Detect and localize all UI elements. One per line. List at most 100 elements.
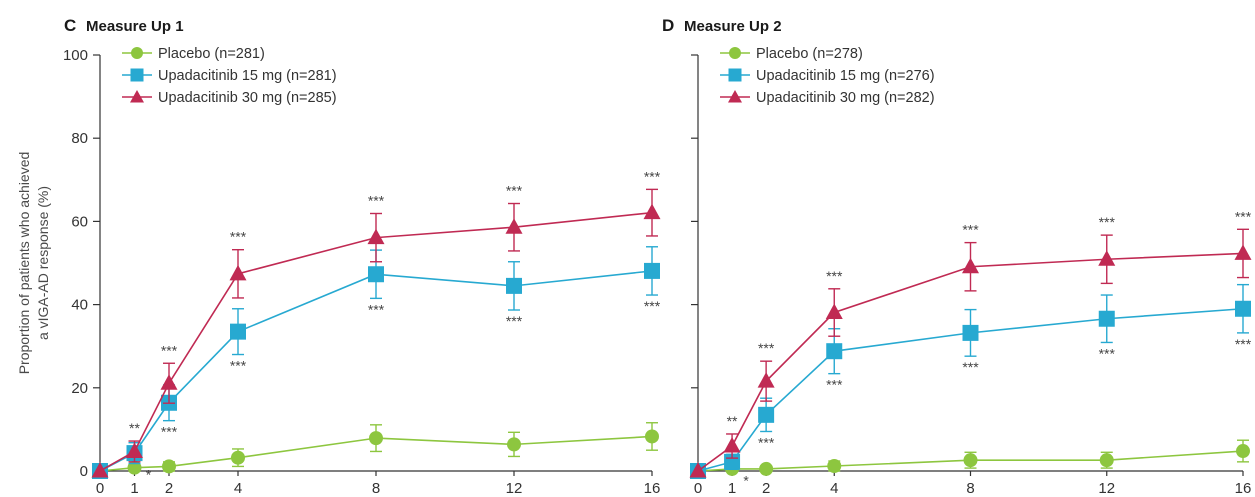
data-point (689, 462, 707, 478)
data-point (1098, 250, 1116, 266)
significance-label: *** (962, 222, 979, 238)
series-placebo (93, 422, 659, 478)
y-tick-label: 20 (71, 380, 88, 397)
significance-label: *** (826, 377, 843, 393)
data-point (1098, 310, 1115, 327)
data-point (827, 459, 842, 474)
data-point (229, 264, 247, 281)
data-point (962, 257, 979, 274)
data-point (825, 303, 843, 320)
legend-marker (728, 90, 742, 103)
legend-label: Placebo (n=281) (158, 46, 265, 62)
data-point (962, 324, 979, 341)
x-tick-label: 16 (1235, 480, 1252, 497)
significance-label: *** (1235, 336, 1252, 352)
x-tick-label: 2 (165, 480, 173, 497)
data-point (126, 442, 143, 458)
significance-label: *** (1099, 214, 1116, 230)
legend-marker (729, 47, 741, 59)
significance-label: *** (368, 192, 385, 208)
significance-label: *** (758, 340, 775, 356)
panel-d: D Measure Up 20 1 2 4 8 12 16******************… (662, 16, 1252, 497)
y-axis-label: Proportion of patients who achieved a vIG… (16, 152, 51, 375)
panel-title: Measure Up 1 (86, 18, 184, 35)
significance-label: *** (1235, 208, 1252, 224)
data-point (826, 343, 843, 360)
data-point (645, 429, 659, 444)
data-point (757, 372, 775, 388)
y-tick-label: 40 (71, 297, 88, 314)
data-point (162, 459, 176, 474)
panel-title: Measure Up 2 (684, 18, 782, 35)
x-tick-label: 0 (96, 480, 104, 497)
x-tick-label: 12 (506, 480, 523, 497)
x-tick-label: 4 (830, 480, 838, 497)
panel-letter: D (662, 16, 674, 35)
legend-marker (728, 68, 742, 82)
panel-letter: C (64, 16, 76, 35)
significance-label: *** (644, 168, 661, 184)
significance-label: *** (230, 229, 247, 245)
legend-label: Placebo (n=278) (756, 46, 863, 62)
x-tick-label: 1 (728, 480, 736, 497)
legend-item: Upadacitinib 15 mg (n=276) (720, 68, 935, 84)
y-tick-label: 0 (80, 463, 88, 480)
legend-marker (131, 47, 143, 59)
legend-item: Upadacitinib 15 mg (n=281) (122, 68, 337, 84)
legend-item: Placebo (n=278) (720, 46, 863, 62)
legend-marker (130, 68, 144, 82)
data-point (507, 437, 521, 452)
legend-marker (130, 90, 144, 103)
x-tick-label: 16 (644, 480, 661, 497)
data-point (643, 203, 661, 220)
data-point (160, 374, 178, 390)
data-point (506, 277, 522, 294)
legend-item: Placebo (n=281) (122, 46, 265, 62)
y-tick-label: 100 (63, 47, 88, 64)
significance-label: *** (506, 183, 523, 199)
data-point (91, 462, 109, 478)
significance-label: *** (1099, 345, 1116, 361)
data-point (230, 323, 246, 340)
data-point (368, 266, 384, 283)
data-point (758, 406, 775, 423)
significance-label: *** (758, 434, 775, 450)
x-tick-label: 2 (762, 480, 770, 497)
data-point (723, 437, 741, 453)
legend-label: Upadacitinib 15 mg (n=281) (158, 68, 337, 84)
legend-label: Upadacitinib 30 mg (n=285) (158, 90, 337, 106)
x-tick-label: 12 (1098, 480, 1115, 497)
data-point (1235, 300, 1251, 317)
x-tick-label: 8 (966, 480, 974, 497)
x-tick-label: 0 (694, 480, 702, 497)
significance-label: ** (727, 413, 738, 429)
significance-label: *** (230, 358, 247, 374)
legend-label: Upadacitinib 30 mg (n=282) (756, 90, 935, 106)
data-point (759, 461, 774, 476)
legend-label: Upadacitinib 15 mg (n=276) (756, 68, 935, 84)
significance-label: ** (129, 420, 140, 436)
data-point (505, 218, 523, 234)
y-axis-label-line: a vIGA-AD response (%) (35, 186, 51, 340)
significance-label: *** (826, 268, 843, 284)
legend-item: Upadacitinib 30 mg (n=285) (122, 90, 337, 106)
x-tick-label: 1 (130, 480, 138, 497)
data-point (231, 450, 245, 465)
series-upadacitinib-30-mg: ***************** (689, 208, 1252, 478)
significance-label: *** (161, 342, 178, 358)
data-point (644, 262, 660, 279)
series-upadacitinib-30-mg: ***************** (91, 168, 661, 478)
data-point (367, 228, 385, 245)
significance-label: *** (161, 424, 178, 440)
data-point (1234, 244, 1252, 260)
data-point (369, 431, 383, 446)
significance-label: *** (506, 313, 523, 329)
significance-label: * (743, 472, 749, 488)
significance-label: *** (962, 359, 979, 375)
x-tick-label: 4 (234, 480, 242, 497)
y-axis-label-line: Proportion of patients who achieved (16, 152, 32, 375)
significance-label: *** (368, 301, 385, 317)
data-point (1236, 444, 1250, 459)
